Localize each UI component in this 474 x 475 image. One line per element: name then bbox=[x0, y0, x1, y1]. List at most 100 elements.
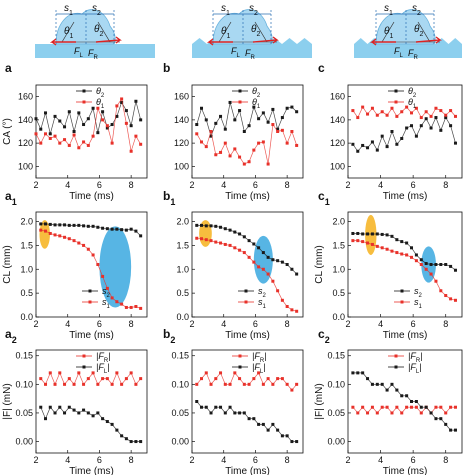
data-point bbox=[351, 142, 355, 146]
data-point bbox=[110, 123, 114, 127]
y-tick-label: 100 bbox=[174, 161, 189, 171]
data-point bbox=[58, 141, 62, 145]
data-point bbox=[424, 117, 428, 121]
data-point bbox=[204, 371, 208, 375]
data-point bbox=[395, 114, 399, 118]
data-point bbox=[200, 106, 204, 110]
data-point bbox=[242, 235, 246, 239]
s1-label-sub: 1 bbox=[69, 10, 73, 17]
data-point bbox=[414, 253, 418, 257]
legend-label-sub: 2 bbox=[263, 293, 267, 299]
data-point bbox=[214, 153, 218, 157]
fr-label-sub: R bbox=[251, 55, 256, 61]
series-line-2 bbox=[35, 98, 142, 152]
data-point bbox=[361, 105, 365, 109]
data-point bbox=[101, 118, 105, 122]
data-point bbox=[120, 302, 124, 306]
data-point bbox=[276, 259, 280, 263]
data-point bbox=[257, 141, 261, 145]
data-point bbox=[366, 146, 370, 150]
panel-letter-b-main: b bbox=[163, 61, 170, 75]
data-point bbox=[219, 114, 223, 118]
legend-marker bbox=[244, 300, 248, 304]
angle-line-right bbox=[97, 21, 111, 43]
data-point bbox=[351, 405, 355, 409]
data-point bbox=[53, 411, 57, 415]
data-point bbox=[86, 117, 90, 121]
data-point bbox=[134, 440, 138, 444]
data-point bbox=[366, 241, 370, 245]
legend-label: θ1 bbox=[252, 97, 261, 110]
data-point bbox=[242, 411, 246, 415]
data-point bbox=[200, 223, 204, 227]
data-point bbox=[361, 240, 365, 244]
legend-label: |FL| bbox=[252, 362, 266, 375]
data-point bbox=[419, 124, 423, 128]
data-point bbox=[238, 248, 242, 252]
x-tick-label: 2 bbox=[345, 455, 350, 465]
legend-label: θ2 bbox=[408, 86, 417, 99]
data-point bbox=[280, 116, 284, 120]
y-tick-label: 0.10 bbox=[15, 379, 33, 389]
data-point bbox=[134, 134, 138, 138]
x-tick-label: 6 bbox=[253, 455, 258, 465]
data-point bbox=[429, 263, 433, 266]
data-point bbox=[271, 258, 275, 262]
plot-frame bbox=[191, 84, 304, 179]
data-point bbox=[252, 148, 256, 152]
y-tick-label: 0.00 bbox=[15, 437, 33, 447]
legend-label: s2 bbox=[414, 286, 423, 299]
s1-label-sub: 1 bbox=[226, 10, 230, 17]
panel-letter-b2-main: b bbox=[163, 327, 170, 341]
x-tick-label: 6 bbox=[411, 455, 416, 465]
data-point bbox=[67, 143, 71, 147]
data-point bbox=[434, 279, 438, 283]
legend-label-main: s bbox=[414, 297, 419, 307]
panel-letter-b2-sub: 2 bbox=[170, 335, 175, 345]
legend-marker bbox=[394, 100, 398, 104]
data-point bbox=[200, 237, 204, 241]
data-point bbox=[110, 422, 114, 426]
x-tick-label: 4 bbox=[221, 319, 226, 329]
data-point bbox=[380, 232, 384, 236]
legend-label: |FL| bbox=[408, 362, 422, 375]
panel-letter-b2: b2 bbox=[163, 327, 175, 345]
data-point bbox=[257, 265, 261, 269]
data-point bbox=[223, 411, 227, 415]
legend-label-sub: 1 bbox=[101, 104, 105, 110]
s2-label-main: s bbox=[412, 3, 417, 14]
data-point bbox=[247, 160, 251, 164]
x-tick-label: 4 bbox=[378, 455, 383, 465]
data-point bbox=[439, 405, 443, 409]
data-point bbox=[400, 240, 404, 244]
data-point bbox=[219, 150, 223, 154]
data-point bbox=[276, 130, 280, 133]
force-arrow-right bbox=[95, 36, 122, 44]
panel-letter-a2: a2 bbox=[5, 327, 17, 345]
legend-marker bbox=[238, 354, 242, 358]
data-point bbox=[134, 99, 138, 103]
data-point bbox=[101, 417, 105, 421]
data-point bbox=[82, 382, 86, 386]
data-point bbox=[424, 262, 428, 266]
data-point bbox=[77, 411, 81, 415]
data-point bbox=[257, 422, 261, 426]
data-point bbox=[86, 377, 90, 381]
data-point bbox=[385, 247, 389, 251]
force-arrow-left bbox=[206, 38, 233, 46]
data-point bbox=[105, 420, 109, 424]
data-point bbox=[247, 382, 251, 386]
data-point bbox=[434, 405, 438, 409]
y-tick-label: 160 bbox=[330, 92, 345, 102]
data-point bbox=[276, 127, 280, 131]
legend-marker bbox=[400, 289, 404, 293]
s2-label-sub: 2 bbox=[417, 10, 421, 17]
legend-label: |FR| bbox=[408, 351, 423, 364]
series-line-1 bbox=[196, 102, 297, 138]
data-point bbox=[395, 405, 399, 409]
data-point bbox=[449, 405, 453, 409]
data-point bbox=[115, 428, 119, 432]
data-point bbox=[110, 382, 114, 386]
